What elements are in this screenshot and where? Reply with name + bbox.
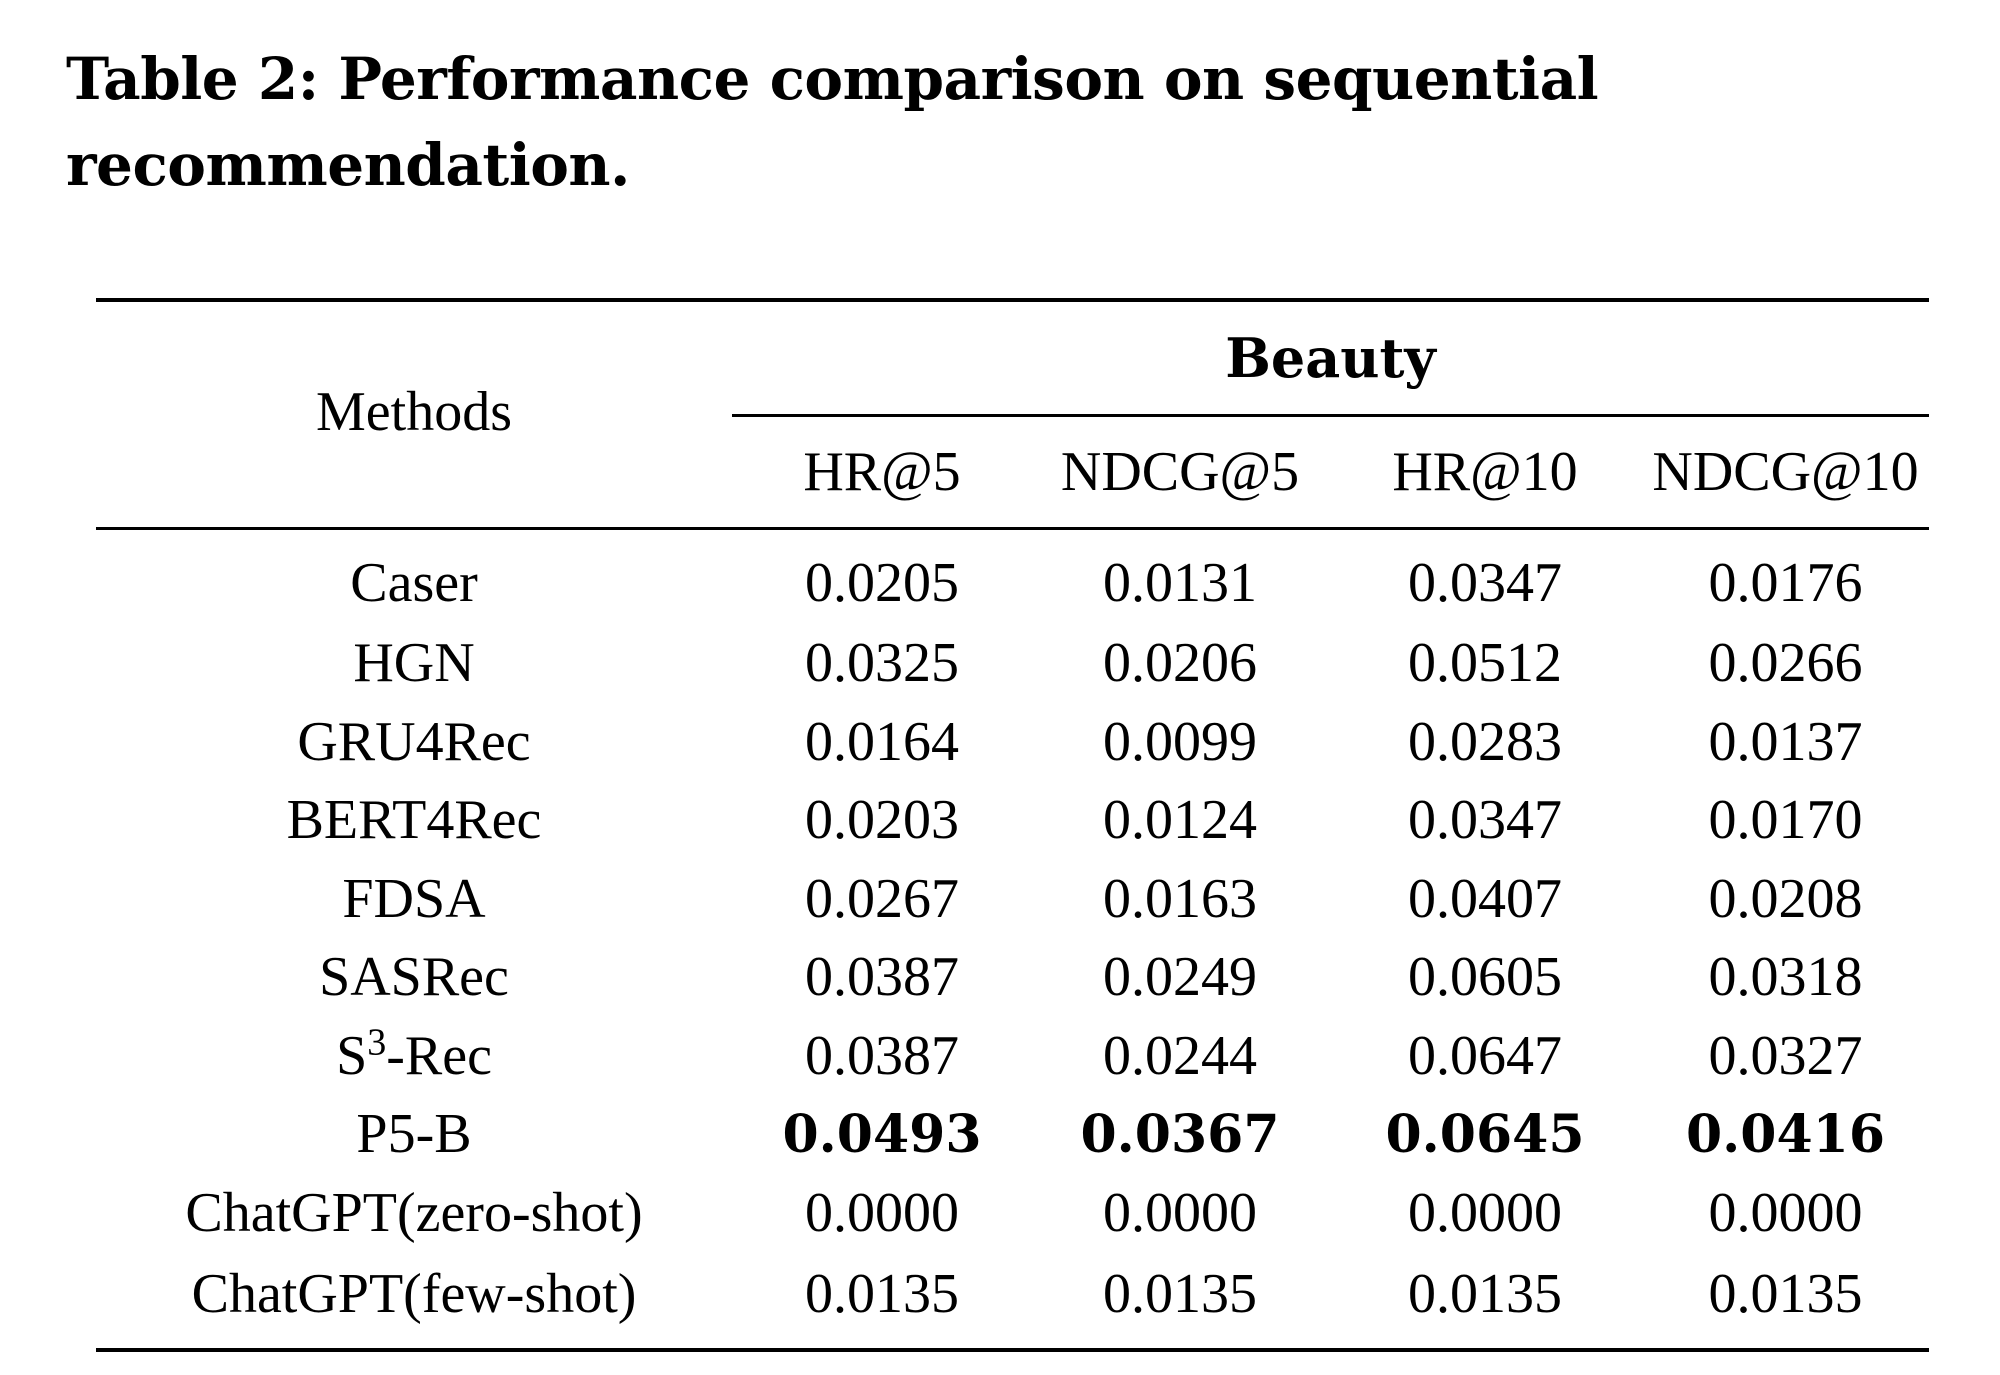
metric-value-cell: 0.0135: [805, 1263, 959, 1325]
metric-value-cell: 0.0205: [805, 552, 959, 614]
table-header: Methods Beauty HR@5 NDCG@5 HR@10 NDCG@10: [96, 300, 1930, 529]
metric-value-cell: 0.0647: [1408, 1024, 1562, 1087]
table-row: ChatGPT(few-shot) 0.0135 0.0135 0.0135 0.013…: [96, 1252, 1929, 1350]
metric-value-cell: 0.0367: [1080, 1103, 1280, 1165]
method-name-suffix: -Rec: [386, 1024, 492, 1087]
method-name-superscript: 3: [367, 1021, 387, 1064]
column-header: HR@10: [1392, 441, 1578, 503]
metric-value-cell: 0.0325: [805, 632, 959, 695]
metric-value-cell: 0.0000: [1408, 1181, 1562, 1244]
metric-value-cell: 0.0512: [1408, 632, 1562, 695]
method-name-cell: SASRec: [319, 946, 509, 1009]
method-name-cell: BERT4Rec: [286, 789, 542, 852]
column-header: NDCG@5: [1060, 441, 1300, 503]
metric-value-cell: 0.0407: [1408, 867, 1562, 930]
metric-value-cell: 0.0170: [1708, 789, 1863, 852]
metric-value-cell: 0.0000: [1708, 1181, 1863, 1244]
table-row: FDSA 0.0267 0.0163 0.0407 0.0208: [96, 860, 1929, 939]
metric-value-cell: 0.0131: [1103, 552, 1257, 614]
metric-value-cell: 0.0208: [1708, 867, 1863, 930]
column-header: NDCG@10: [1652, 441, 1919, 503]
method-name-cell: ChatGPT(zero-shot): [185, 1181, 643, 1244]
metric-value-cell: 0.0099: [1103, 710, 1257, 773]
method-name-cell: ChatGPT(few-shot): [191, 1263, 637, 1325]
method-name-cell: P5-B: [356, 1103, 472, 1166]
table-row: ChatGPT(zero-shot) 0.0000 0.0000 0.0000 0.00…: [96, 1174, 1929, 1253]
table-row: GRU4Rec 0.0164 0.0099 0.0283 0.0137: [96, 703, 1929, 782]
method-name-cell: S3-Rec: [96, 1017, 732, 1096]
metric-value-cell: 0.0327: [1708, 1024, 1863, 1087]
metric-value-cell: 0.0387: [805, 1024, 959, 1087]
metric-value-cell: 0.0000: [1103, 1181, 1257, 1244]
metric-value-cell: 0.0267: [805, 867, 959, 930]
results-table: Methods Beauty HR@5 NDCG@5 HR@10 NDCG@10…: [96, 298, 1930, 1352]
metric-value-cell: 0.0137: [1708, 710, 1863, 773]
metric-value-cell: 0.0347: [1408, 552, 1562, 614]
metric-value-cell: 0.0493: [782, 1103, 982, 1165]
metric-value-cell: 0.0416: [1686, 1103, 1886, 1165]
metric-value-cell: 0.0203: [805, 789, 959, 852]
table-row: SASRec 0.0387 0.0249 0.0605 0.0318: [96, 938, 1929, 1017]
metric-value-cell: 0.0135: [1103, 1263, 1257, 1325]
column-header: HR@5: [803, 441, 961, 503]
table-caption: Table 2: Performance comparison on seque…: [66, 45, 1599, 199]
metric-value-cell: 0.0000: [805, 1181, 959, 1244]
metric-value-cell: 0.0135: [1408, 1263, 1562, 1325]
table-row: Caser 0.0205 0.0131 0.0347 0.0176: [96, 528, 1930, 625]
metric-value-cell: 0.0283: [1408, 710, 1562, 773]
metric-value-cell: 0.0164: [805, 710, 959, 773]
metric-value-cell: 0.0645: [1385, 1103, 1585, 1165]
dataset-group-header: Beauty: [732, 300, 1930, 417]
metric-value-cell: 0.0163: [1103, 867, 1257, 930]
metric-value-cell: 0.0176: [1708, 552, 1863, 614]
metric-value-cell: 0.0318: [1708, 946, 1863, 1009]
metric-value-cell: 0.0605: [1408, 946, 1562, 1009]
table-row: BERT4Rec 0.0203 0.0124 0.0347 0.0170: [96, 781, 1929, 860]
method-name-cell: Caser: [350, 552, 478, 614]
methods-column-header: Methods: [316, 380, 512, 443]
table-row: S3-Rec 0.0387 0.0244 0.0647 0.0327: [96, 1017, 1929, 1096]
metric-value-cell: 0.0206: [1103, 632, 1257, 695]
metric-value-cell: 0.0387: [805, 946, 959, 1009]
method-name-cell: GRU4Rec: [297, 710, 531, 773]
metric-value-cell: 0.0124: [1103, 789, 1257, 852]
method-name-cell: FDSA: [342, 867, 486, 930]
table-row: HGN 0.0325 0.0206 0.0512 0.0266: [96, 624, 1929, 703]
method-name-cell: HGN: [353, 632, 475, 695]
table-body: Caser 0.0205 0.0131 0.0347 0.0176 HGN 0.0325 0.…: [96, 528, 1930, 1350]
metric-value-cell: 0.0244: [1103, 1024, 1257, 1087]
metric-value-cell: 0.0135: [1708, 1263, 1863, 1325]
metric-value-cell: 0.0266: [1708, 632, 1863, 695]
metric-value-cell: 0.0249: [1103, 946, 1257, 1009]
metric-value-cell: 0.0347: [1408, 789, 1562, 852]
table-row: P5-B 0.0493 0.0367 0.0645 0.0416: [96, 1095, 1929, 1174]
method-name-base: S: [336, 1024, 368, 1087]
results-table-container: Methods Beauty HR@5 NDCG@5 HR@10 NDCG@10…: [96, 298, 1930, 1352]
